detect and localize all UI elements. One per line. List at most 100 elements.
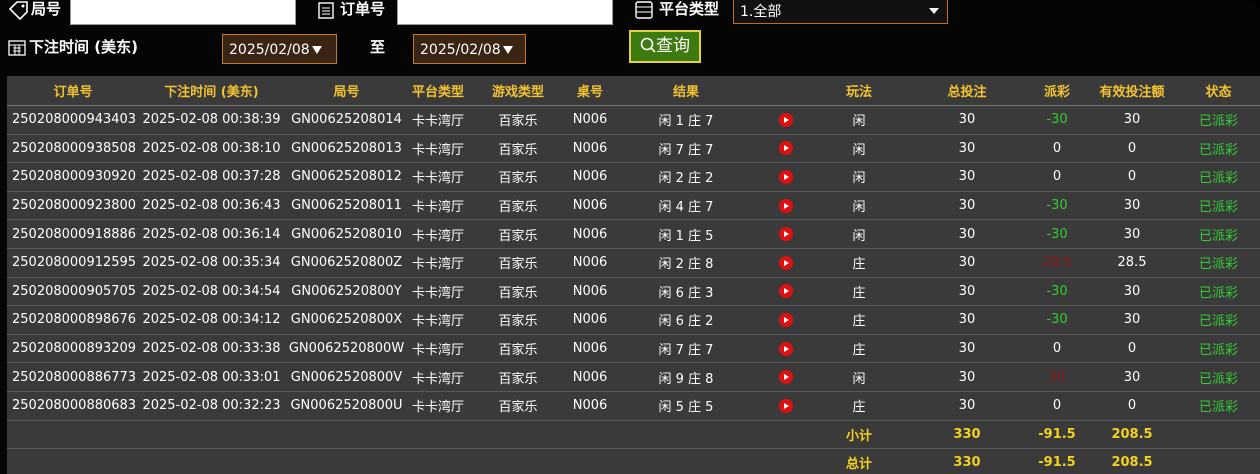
calendar-icon bbox=[8, 40, 26, 56]
empty-cell bbox=[569, 448, 611, 474]
replay-icon[interactable] bbox=[779, 198, 793, 213]
date-to-value: 2025/02/08 bbox=[420, 42, 501, 58]
replay-cell bbox=[761, 191, 811, 221]
order-input[interactable] bbox=[397, 0, 613, 25]
replay-icon[interactable] bbox=[779, 370, 793, 385]
time-cell: 2025-02-08 00:36:14 bbox=[139, 219, 284, 249]
table-row: 250208000880683 2025-02-08 00:32:23 GN0062… bbox=[7, 391, 1260, 421]
bet-cell: 30 bbox=[907, 277, 1027, 307]
platform-cell: 卡卡湾厅 bbox=[409, 248, 467, 278]
game-cell: 百家乐 bbox=[467, 334, 569, 364]
bet-cell: 30 bbox=[907, 334, 1027, 364]
bet-cell: 30 bbox=[907, 105, 1027, 135]
status-cell: 已派彩 bbox=[1177, 248, 1260, 278]
caret bbox=[929, 8, 939, 14]
order-label: 订单号 bbox=[340, 0, 386, 18]
date-to[interactable]: 2025/02/08 bbox=[413, 34, 526, 64]
game-cell: 百家乐 bbox=[467, 162, 569, 192]
total-bet: 330 bbox=[907, 448, 1027, 474]
replay-icon[interactable] bbox=[779, 341, 793, 356]
play-cell: 庄 bbox=[811, 334, 907, 364]
result-cell: 闲 7 庄 7 bbox=[611, 134, 761, 164]
subtotal-label: 小计 bbox=[811, 420, 907, 450]
table-cell: N006 bbox=[569, 219, 611, 249]
play-cell: 闲 bbox=[811, 219, 907, 249]
empty-cell bbox=[284, 420, 409, 450]
status-cell: 已派彩 bbox=[1177, 277, 1260, 307]
payout-cell: -30 bbox=[1027, 219, 1087, 249]
empty-cell bbox=[611, 448, 761, 474]
platform-cell: 卡卡湾厅 bbox=[409, 391, 467, 421]
order-cell: 250208000893209 bbox=[7, 334, 139, 364]
table-row: 250208000886773 2025-02-08 00:33:01 GN0062… bbox=[7, 362, 1260, 392]
query-button[interactable]: 查询 bbox=[629, 30, 701, 63]
status-cell: 已派彩 bbox=[1177, 219, 1260, 249]
replay-icon[interactable] bbox=[779, 169, 793, 184]
replay-cell bbox=[761, 134, 811, 164]
empty-cell bbox=[467, 448, 569, 474]
payout-cell: -30 bbox=[1027, 105, 1087, 135]
time-cell: 2025-02-08 00:34:54 bbox=[139, 277, 284, 307]
caret bbox=[502, 46, 513, 54]
table-row: 250208000943403 2025-02-08 00:38:39 GN0062… bbox=[7, 105, 1260, 135]
order-cell: 250208000880683 bbox=[7, 391, 139, 421]
platform-label: 平台类型 bbox=[659, 0, 720, 18]
platform-select[interactable]: 1.全部 bbox=[733, 0, 948, 24]
column-header: 状态 bbox=[1177, 76, 1260, 106]
status-cell: 已派彩 bbox=[1177, 362, 1260, 392]
valid-cell: 0 bbox=[1087, 334, 1177, 364]
game-cell: 百家乐 bbox=[467, 219, 569, 249]
valid-cell: 30 bbox=[1087, 277, 1177, 307]
order-cell: 250208000918886 bbox=[7, 219, 139, 249]
time-cell: 2025-02-08 00:33:38 bbox=[139, 334, 284, 364]
empty-cell bbox=[284, 448, 409, 474]
empty-cell bbox=[569, 420, 611, 450]
platform-value: 1.全部 bbox=[740, 4, 782, 20]
payout-cell: 0 bbox=[1027, 391, 1087, 421]
valid-cell: 30 bbox=[1087, 219, 1177, 249]
play-cell: 庄 bbox=[811, 305, 907, 335]
empty-cell bbox=[7, 448, 139, 474]
empty-cell bbox=[409, 448, 467, 474]
empty-cell bbox=[611, 420, 761, 450]
result-cell: 闲 5 庄 5 bbox=[611, 391, 761, 421]
round-cell: GN0062520800Y bbox=[284, 277, 409, 307]
date-from[interactable]: 2025/02/08 bbox=[222, 34, 337, 64]
order-cell: 250208000923800 bbox=[7, 191, 139, 221]
time-cell: 2025-02-08 00:32:23 bbox=[139, 391, 284, 421]
round-cell: GN0062520800Z bbox=[284, 248, 409, 278]
round-input[interactable] bbox=[70, 0, 296, 25]
replay-icon[interactable] bbox=[779, 227, 793, 242]
play-cell: 闲 bbox=[811, 362, 907, 392]
table-cell: N006 bbox=[569, 191, 611, 221]
replay-icon[interactable] bbox=[779, 284, 793, 299]
replay-icon[interactable] bbox=[779, 398, 793, 413]
payout-cell: 28.5 bbox=[1027, 248, 1087, 278]
replay-icon[interactable] bbox=[779, 112, 793, 127]
column-header: 总投注 bbox=[907, 76, 1027, 106]
valid-cell: 30 bbox=[1087, 191, 1177, 221]
table-cell: N006 bbox=[569, 391, 611, 421]
play-cell: 闲 bbox=[811, 191, 907, 221]
subtotal-payout: -91.5 bbox=[1027, 420, 1087, 450]
platform-cell: 卡卡湾厅 bbox=[409, 305, 467, 335]
table-cell: N006 bbox=[569, 162, 611, 192]
replay-icon[interactable] bbox=[779, 312, 793, 327]
platform-cell: 卡卡湾厅 bbox=[409, 134, 467, 164]
payout-cell: 0 bbox=[1027, 334, 1087, 364]
replay-icon[interactable] bbox=[779, 255, 793, 270]
table-body: 250208000943403 2025-02-08 00:38:39 GN0062… bbox=[7, 105, 1260, 474]
subtotal-valid: 208.5 bbox=[1087, 420, 1177, 450]
tag-icon bbox=[8, 1, 28, 20]
payout-cell: -30 bbox=[1027, 277, 1087, 307]
status-cell: 已派彩 bbox=[1177, 191, 1260, 221]
game-cell: 百家乐 bbox=[467, 362, 569, 392]
column-header: 平台类型 bbox=[409, 76, 467, 106]
platform-cell: 卡卡湾厅 bbox=[409, 334, 467, 364]
platform-cell: 卡卡湾厅 bbox=[409, 162, 467, 192]
time-cell: 2025-02-08 00:35:34 bbox=[139, 248, 284, 278]
time-cell: 2025-02-08 00:38:10 bbox=[139, 134, 284, 164]
result-cell: 闲 2 庄 8 bbox=[611, 248, 761, 278]
payout-cell: -30 bbox=[1027, 191, 1087, 221]
replay-icon[interactable] bbox=[779, 141, 793, 156]
